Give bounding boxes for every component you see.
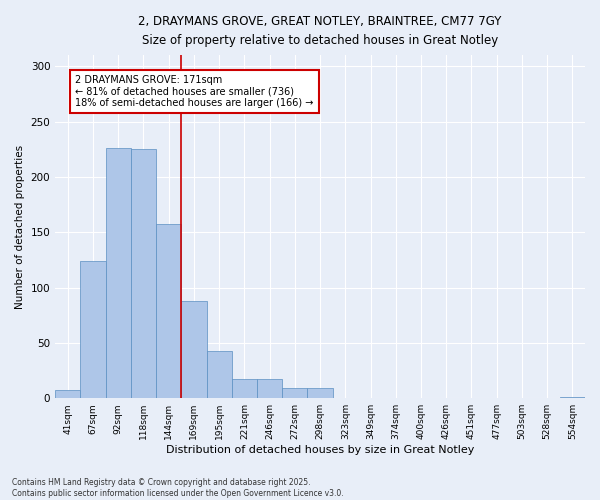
- Bar: [282, 388, 307, 398]
- Text: 2 DRAYMANS GROVE: 171sqm
← 81% of detached houses are smaller (736)
18% of semi-: 2 DRAYMANS GROVE: 171sqm ← 81% of detach…: [76, 75, 314, 108]
- Title: 2, DRAYMANS GROVE, GREAT NOTLEY, BRAINTREE, CM77 7GY
Size of property relative t: 2, DRAYMANS GROVE, GREAT NOTLEY, BRAINTR…: [139, 15, 502, 47]
- Bar: [206, 350, 232, 398]
- Bar: [232, 380, 257, 398]
- Bar: [307, 388, 332, 398]
- Bar: [106, 148, 131, 398]
- Bar: [560, 397, 585, 398]
- Bar: [257, 380, 282, 398]
- Bar: [55, 390, 80, 398]
- Bar: [131, 149, 156, 398]
- X-axis label: Distribution of detached houses by size in Great Notley: Distribution of detached houses by size …: [166, 445, 474, 455]
- Bar: [156, 224, 181, 398]
- Y-axis label: Number of detached properties: Number of detached properties: [15, 144, 25, 308]
- Bar: [80, 261, 106, 398]
- Bar: [181, 301, 206, 398]
- Text: Contains HM Land Registry data © Crown copyright and database right 2025.
Contai: Contains HM Land Registry data © Crown c…: [12, 478, 344, 498]
